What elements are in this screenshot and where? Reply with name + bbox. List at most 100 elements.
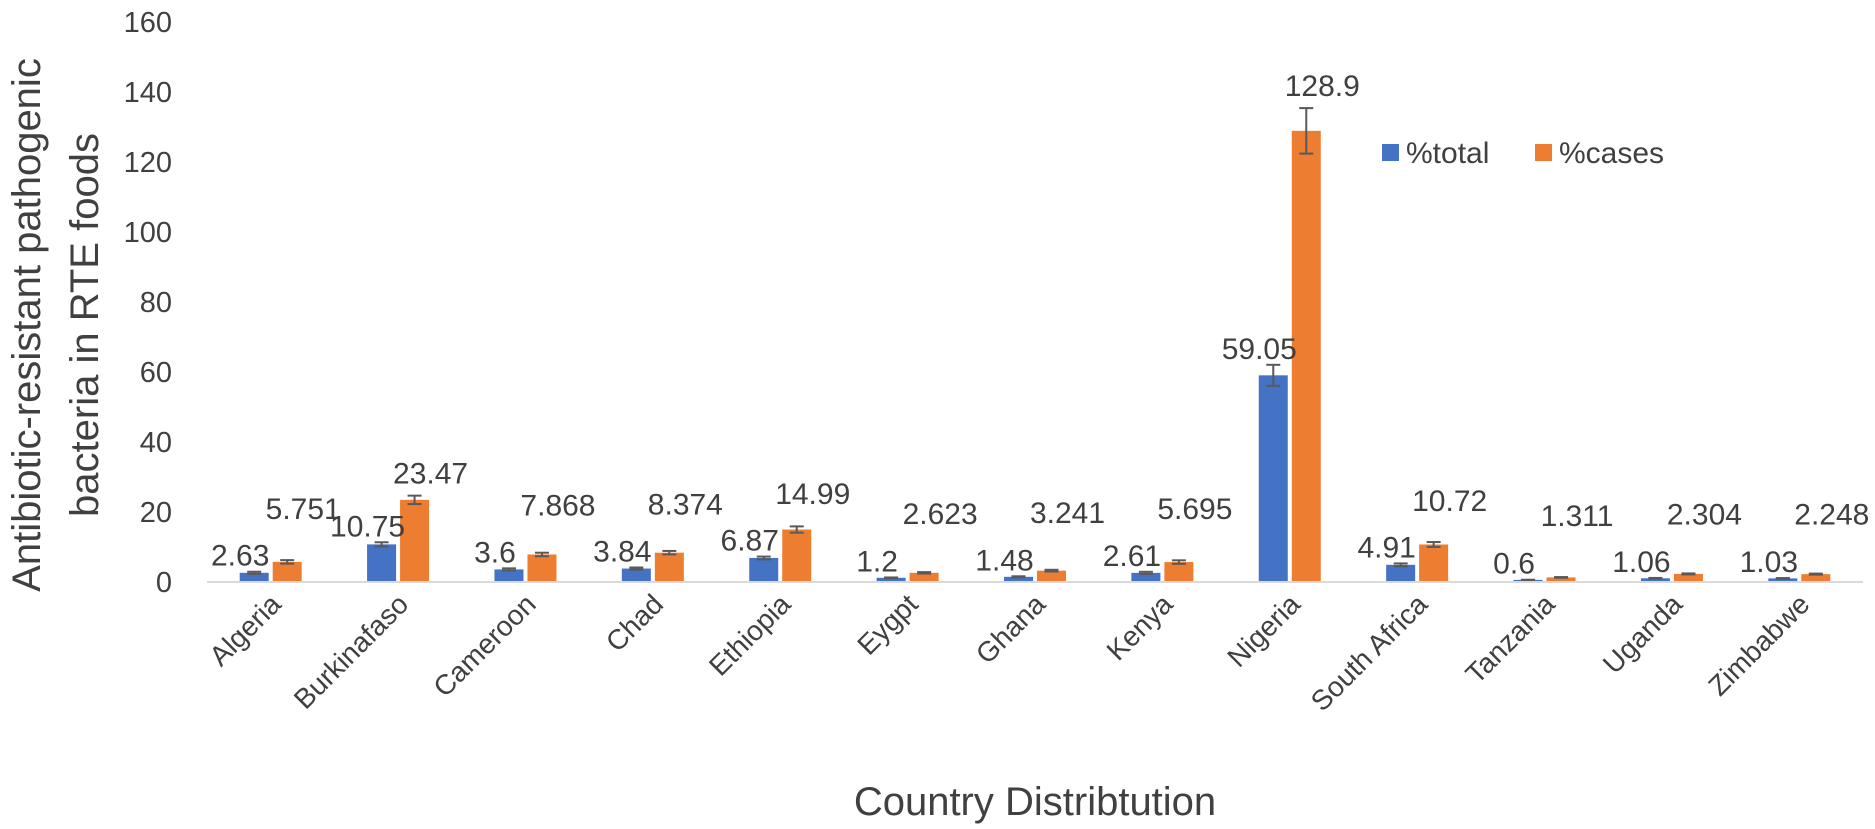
bar-cases: [400, 499, 430, 582]
y-axis-title: Antibiotic-resistant pathogenic bacteria…: [5, 58, 107, 592]
bar-total: [876, 577, 906, 582]
data-label-total: 0.6: [1493, 548, 1535, 581]
y-tick-label: 120: [124, 147, 172, 179]
data-label-total: 2.61: [1103, 540, 1161, 573]
error-bar: [1266, 363, 1281, 387]
bar-cases: [272, 561, 302, 582]
data-label-total: 1.2: [856, 545, 898, 578]
data-label-total: 6.87: [721, 525, 779, 558]
y-tick-label: 100: [124, 217, 172, 249]
y-axis-title-line-2: bacteria in RTE foods: [63, 133, 107, 517]
bar-cases: [1419, 544, 1449, 582]
y-tick-label: 140: [124, 77, 172, 109]
category-label: Tanzania: [1460, 588, 1561, 689]
error-bar: [1648, 576, 1663, 580]
bar-total: [1386, 564, 1416, 582]
category-label: Zimbabwe: [1702, 588, 1815, 701]
error-bar: [884, 576, 899, 580]
data-label-cases: 8.374: [648, 489, 723, 522]
bar-total: [1768, 578, 1798, 582]
category-label: Uganda: [1597, 588, 1689, 680]
bar-cases: [1673, 573, 1703, 582]
bar-total: [1004, 576, 1033, 582]
data-label-total: 4.91: [1357, 531, 1415, 564]
category-label: Ghana: [970, 588, 1052, 670]
error-bar: [501, 567, 516, 572]
legend: %total %cases: [1382, 137, 1664, 170]
data-label-cases: 7.868: [520, 489, 595, 522]
data-label-cases: 10.72: [1412, 485, 1487, 518]
data-label-total: 59.05: [1222, 333, 1297, 366]
bar-total: [749, 557, 779, 582]
data-label-cases: 2.304: [1667, 498, 1742, 531]
data-label-total: 3.6: [474, 536, 516, 569]
bar-total: [1258, 375, 1288, 582]
bars: [239, 130, 1831, 582]
legend-item-cases: %cases: [1535, 137, 1664, 170]
bar-cases: [1037, 570, 1066, 582]
data-label-cases: 2.623: [903, 498, 978, 531]
y-tick-label: 0: [156, 567, 172, 599]
bar-total: [621, 568, 651, 582]
bar-cases: [654, 552, 684, 582]
error-bar: [1044, 568, 1059, 573]
legend-swatch: [1535, 144, 1552, 161]
y-axis-ticks: 0 20 40 60 80 100 120 140 160: [124, 7, 172, 599]
error-bar: [247, 570, 262, 575]
data-label-total: 2.63: [211, 540, 269, 573]
bar-total: [1131, 572, 1161, 582]
error-bar: [1775, 577, 1790, 580]
data-label-total: 10.75: [330, 510, 405, 543]
bar-total: [494, 569, 524, 582]
error-bar: [1171, 559, 1186, 565]
data-label-cases: 128.9: [1285, 70, 1360, 103]
legend-item-total: %total: [1382, 137, 1489, 170]
error-bar: [789, 525, 804, 534]
error-bars: [247, 107, 1823, 582]
y-tick-label: 60: [140, 357, 172, 389]
data-label-cases: 1.311: [1541, 500, 1614, 533]
bar-cases: [1546, 577, 1576, 582]
x-axis-title: Country Distribtution: [854, 780, 1216, 824]
data-label-cases: 5.751: [266, 493, 341, 526]
y-tick-label: 160: [124, 7, 172, 39]
y-axis-title-line-1: Antibiotic-resistant pathogenic: [5, 58, 49, 592]
error-bar: [662, 549, 677, 556]
data-label-cases: 2.248: [1794, 498, 1869, 531]
bar-cases: [909, 572, 939, 582]
category-label: Cameroon: [427, 588, 541, 702]
error-bar: [1138, 570, 1153, 575]
y-tick-label: 20: [140, 497, 172, 529]
error-bar: [1681, 572, 1696, 576]
data-label-total: 1.06: [1612, 546, 1670, 579]
error-bar: [756, 555, 771, 561]
data-label-cases: 5.695: [1157, 493, 1232, 526]
data-label-total: 1.03: [1740, 546, 1798, 579]
category-label: Chad: [600, 588, 669, 657]
category-label: Kenya: [1101, 588, 1179, 666]
legend-label: %total: [1406, 137, 1489, 170]
bar-total: [239, 572, 269, 582]
y-tick-label: 80: [140, 287, 172, 319]
error-bar: [280, 559, 295, 565]
error-bar: [629, 566, 644, 571]
bar-total: [367, 544, 397, 582]
error-bar: [407, 494, 422, 506]
error-bar: [374, 541, 389, 548]
error-bar: [1554, 576, 1569, 579]
category-label: South Africa: [1305, 588, 1434, 717]
error-bar: [534, 551, 549, 558]
error-bar: [1426, 541, 1441, 548]
bar-cases: [782, 529, 812, 582]
error-bar: [1011, 575, 1026, 579]
bar-cases: [527, 554, 557, 582]
data-label-cases: 23.47: [393, 458, 468, 491]
category-labels: Algeria Burkinafaso Cameroon Chad Ethiopia Ey…: [203, 588, 1815, 717]
category-label: Burkinafaso: [288, 588, 414, 714]
data-label-total: 3.84: [593, 536, 651, 569]
bar-cases: [1801, 574, 1831, 582]
error-bar: [917, 571, 932, 575]
data-label-cases: 14.99: [775, 478, 850, 511]
